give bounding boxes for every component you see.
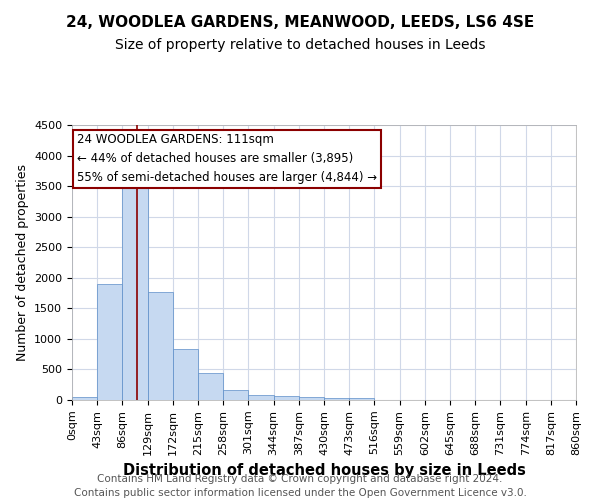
Y-axis label: Number of detached properties: Number of detached properties xyxy=(16,164,29,361)
Bar xyxy=(349,398,374,400)
Text: Contains HM Land Registry data © Crown copyright and database right 2024.
Contai: Contains HM Land Registry data © Crown c… xyxy=(74,474,526,498)
Bar xyxy=(274,396,299,400)
Bar xyxy=(122,186,148,400)
Bar xyxy=(299,397,324,400)
Bar xyxy=(173,350,198,400)
Bar xyxy=(198,372,223,400)
Bar xyxy=(72,397,97,400)
Text: Size of property relative to detached houses in Leeds: Size of property relative to detached ho… xyxy=(115,38,485,52)
Text: 24, WOODLEA GARDENS, MEANWOOD, LEEDS, LS6 4SE: 24, WOODLEA GARDENS, MEANWOOD, LEEDS, LS… xyxy=(66,15,534,30)
Bar xyxy=(248,394,274,400)
Bar xyxy=(148,292,173,400)
X-axis label: Distribution of detached houses by size in Leeds: Distribution of detached houses by size … xyxy=(122,463,526,478)
Bar xyxy=(97,284,122,400)
Text: 24 WOODLEA GARDENS: 111sqm
← 44% of detached houses are smaller (3,895)
55% of s: 24 WOODLEA GARDENS: 111sqm ← 44% of deta… xyxy=(77,133,377,184)
Bar xyxy=(324,398,349,400)
Bar xyxy=(223,390,248,400)
